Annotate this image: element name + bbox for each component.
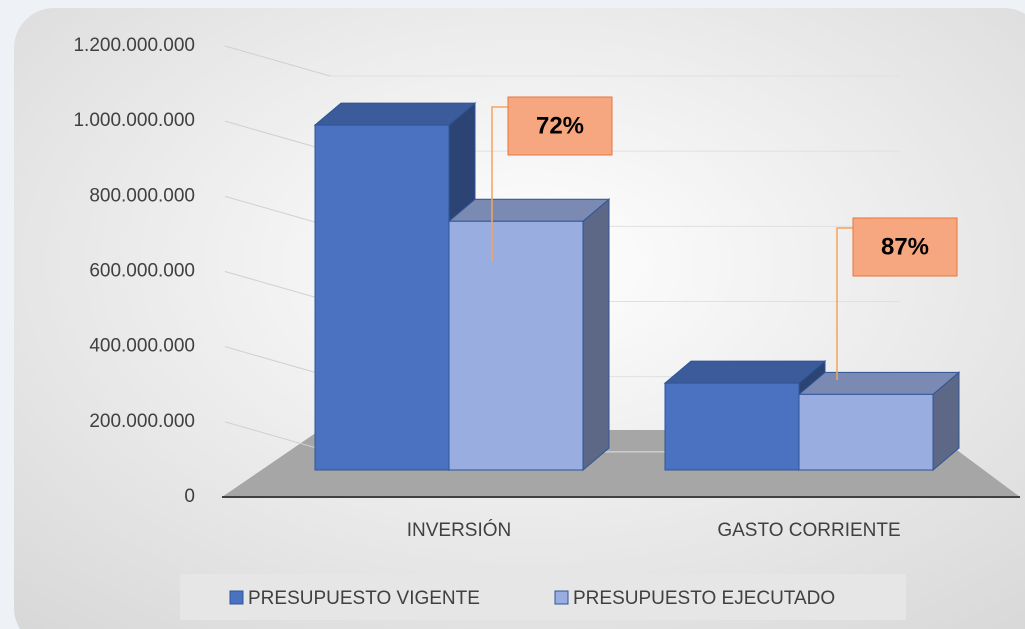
y-tick-label: 400.000.000 — [89, 336, 195, 357]
annotation-box — [852, 217, 958, 277]
grid-line — [224, 120, 331, 152]
legend-label: PRESUPUESTO EJECUTADO — [573, 588, 835, 609]
grid-line — [224, 346, 331, 378]
bar-front — [798, 393, 934, 471]
bar-top — [313, 102, 477, 126]
bar — [313, 101, 477, 472]
bar-top — [797, 371, 961, 395]
y-tick-label: 200.000.000 — [89, 411, 195, 432]
bar-front — [314, 124, 450, 471]
grid-line — [224, 195, 331, 227]
grid-line — [224, 421, 331, 453]
leader-line — [836, 227, 853, 380]
grid-line — [224, 45, 331, 77]
x-tick-label: INVERSIÓN — [407, 519, 512, 541]
y-tick-label: 0 — [184, 486, 195, 507]
bar-front — [448, 220, 584, 471]
y-tick-label: 1.000.000.000 — [73, 110, 195, 131]
y-tick-label: 1.200.000.000 — [73, 35, 195, 56]
bar-top — [663, 360, 827, 384]
leader-line — [491, 106, 508, 262]
annotation: 72% — [536, 112, 584, 139]
x-tick-label: GASTO CORRIENTE — [717, 520, 900, 541]
legend — [180, 574, 906, 620]
bar-front — [664, 382, 800, 471]
y-tick-label: 800.000.000 — [89, 185, 195, 206]
legend-swatch — [554, 590, 569, 605]
legend-swatch — [229, 590, 244, 605]
bar — [447, 198, 611, 472]
annotation: 87% — [881, 233, 929, 260]
annotation-box — [507, 96, 613, 156]
bar — [797, 371, 961, 472]
legend-label: PRESUPUESTO VIGENTE — [248, 588, 480, 609]
y-tick-label: 600.000.000 — [89, 261, 195, 282]
bar-top — [447, 198, 611, 222]
grid-line — [224, 271, 331, 302]
bar-side — [582, 198, 610, 472]
